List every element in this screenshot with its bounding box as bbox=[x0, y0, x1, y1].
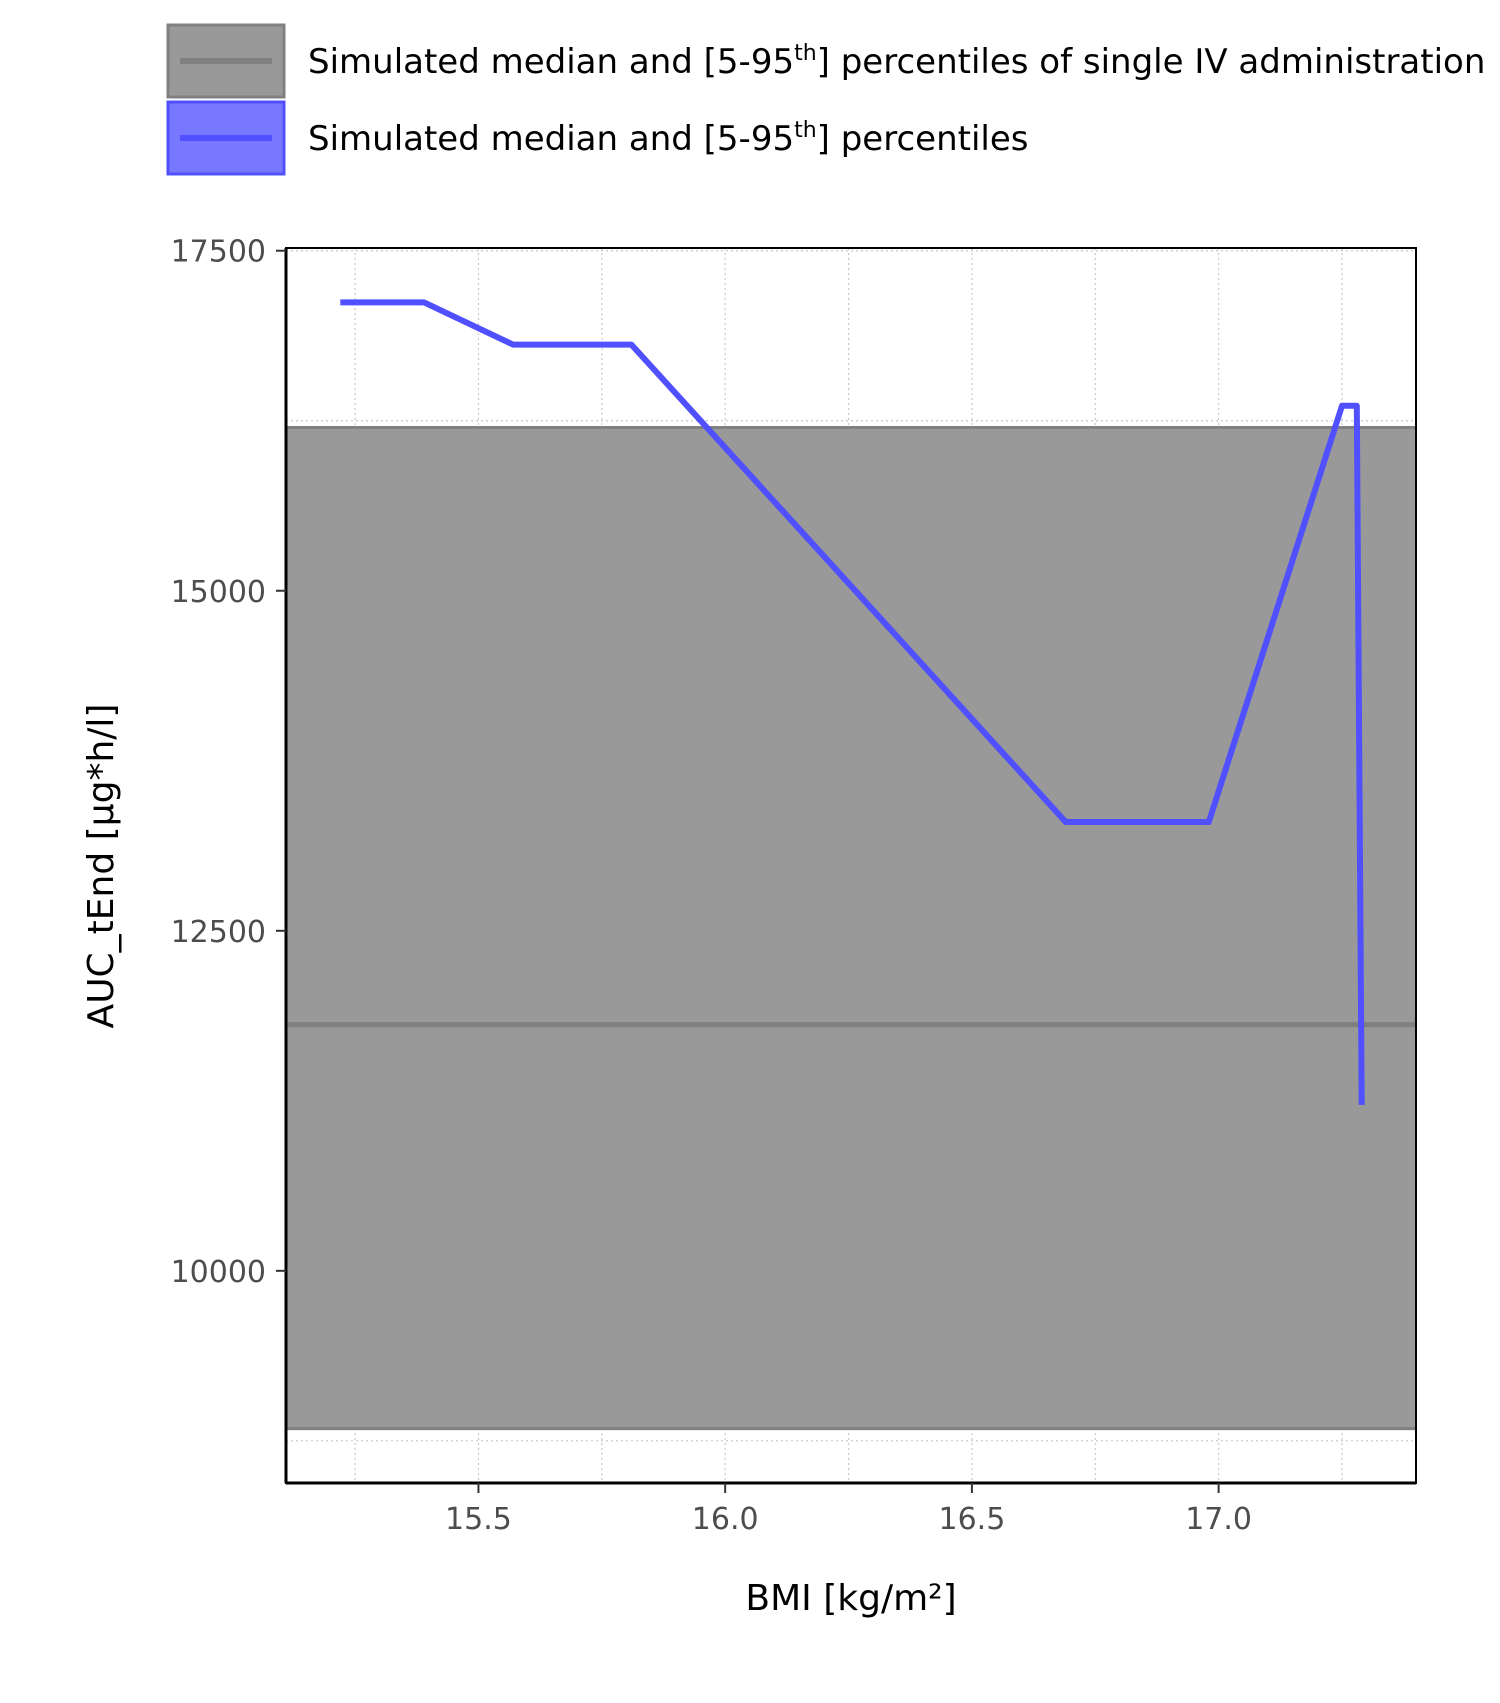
x-tick-label: 16.0 bbox=[692, 1502, 759, 1537]
y-tick-label: 17500 bbox=[171, 235, 266, 270]
x-tick-label: 16.5 bbox=[938, 1502, 1005, 1537]
y-tick-label: 12500 bbox=[171, 915, 266, 950]
y-tick-label: 10000 bbox=[171, 1255, 266, 1290]
axes: 15.5 16.0 16.5 17.0 10000 12500 15000 17500 bbox=[171, 235, 1252, 1537]
series-line bbox=[340, 299, 1365, 1105]
legend-item-reference: Simulated median and [5-95th] percentile… bbox=[166, 23, 1485, 99]
legend-label-series: Simulated median and [5-95th] percentile… bbox=[308, 118, 1028, 159]
x-axis-title: BMI [kg/m²] bbox=[745, 1578, 956, 1619]
legend-label-reference: Simulated median and [5-95th] percentile… bbox=[308, 41, 1485, 82]
x-tick-label: 17.0 bbox=[1185, 1502, 1252, 1537]
legend-item-series: Simulated median and [5-95th] percentile… bbox=[166, 100, 1028, 176]
series-layer bbox=[340, 299, 1365, 1105]
x-tick-label: 15.5 bbox=[445, 1502, 512, 1537]
y-axis-title: AUC_tEnd [µg*h/l] bbox=[81, 704, 122, 1029]
reference-band bbox=[286, 426, 1416, 1431]
reference-band-area bbox=[286, 427, 1416, 1429]
y-tick-label: 15000 bbox=[171, 575, 266, 610]
legend: Simulated median and [5-95th] percentile… bbox=[166, 23, 1485, 176]
